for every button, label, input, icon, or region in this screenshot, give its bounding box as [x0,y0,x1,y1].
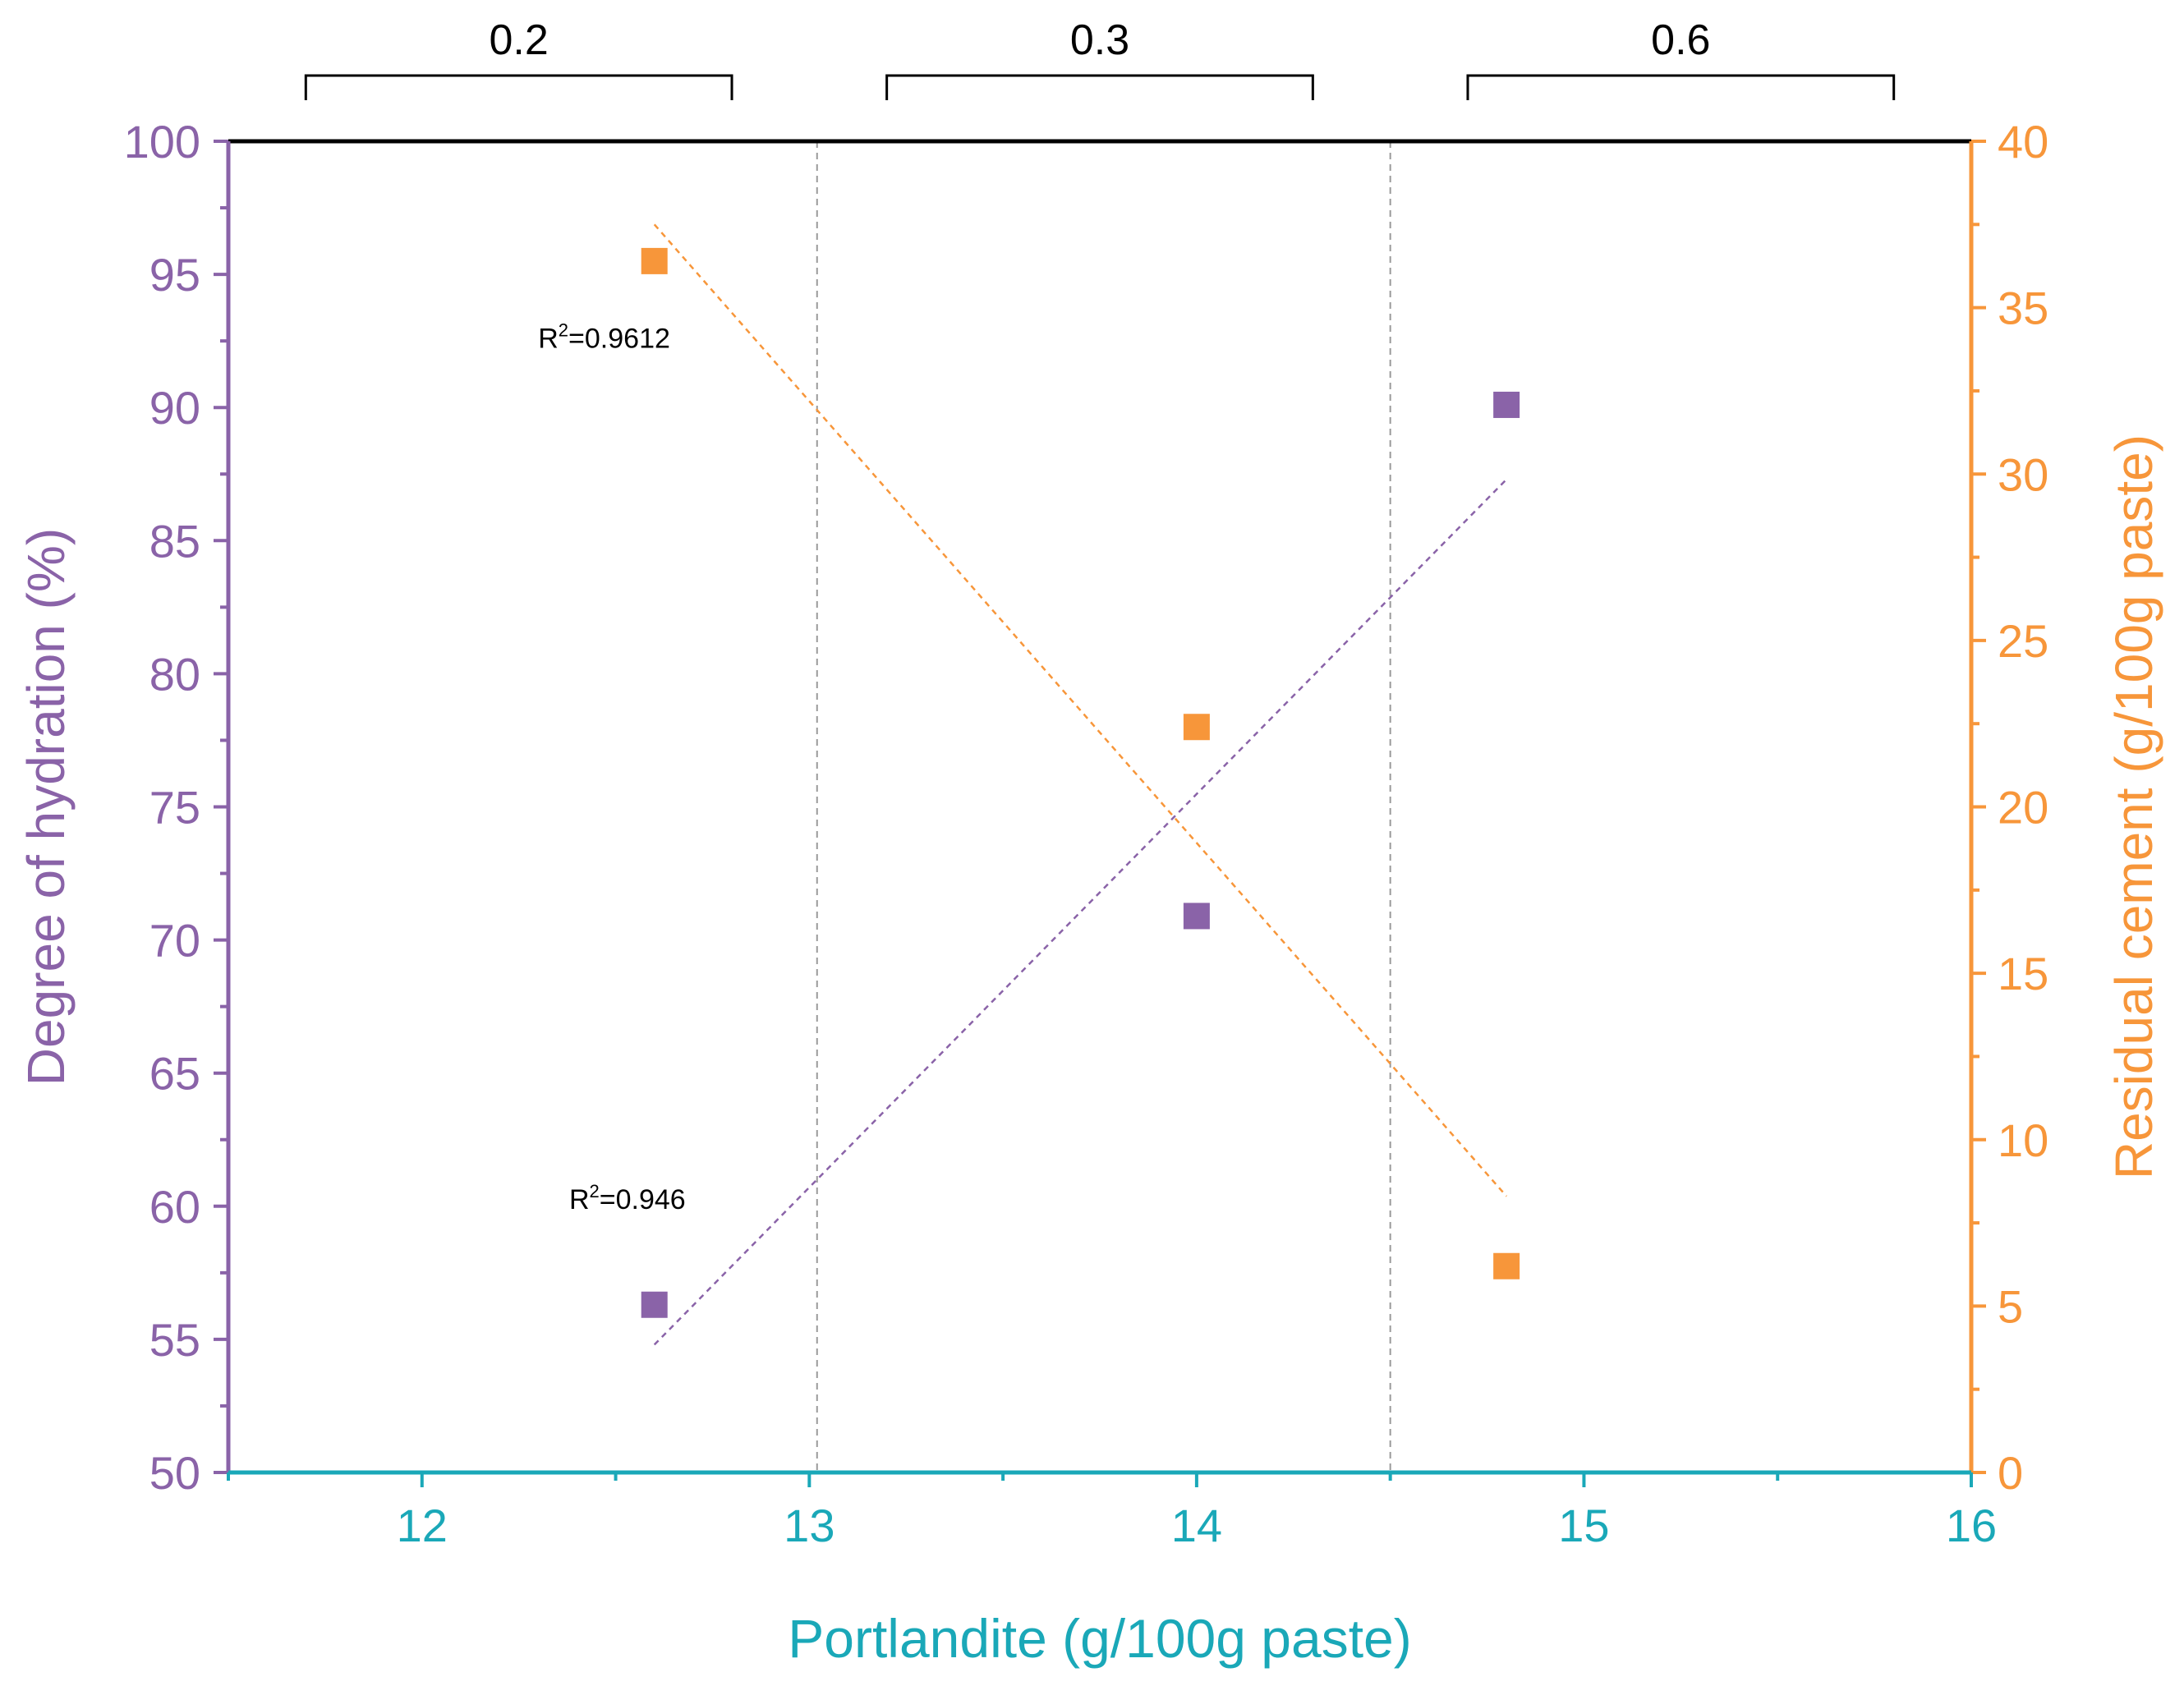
bottom-tick-label: 15 [1558,1500,1609,1551]
right-tick-label: 5 [1998,1280,2023,1332]
right-tick-label: 25 [1998,615,2048,667]
r-squared-label: R2=0.9612 [538,319,670,354]
group-bracket [304,74,733,100]
left-tick-label: 95 [149,249,200,301]
trendline [653,478,1508,1346]
bottom-axis-title: Portlandite (g/100g paste) [788,1608,1411,1669]
label-layer: R2=0.946 R2=0.9612 0.2 0.3 0.6 [304,16,1896,1215]
left-tick-label: 100 [124,116,200,168]
data-point [1183,903,1210,930]
right-tick-label: 20 [1998,782,2048,834]
point-layer [641,247,1520,1318]
right-tick-label: 35 [1998,283,2048,334]
right-tick-label: 15 [1998,948,2048,999]
r-squared-label: R2=0.946 [569,1181,686,1215]
right-tick-label: 40 [1998,116,2048,168]
left-tick-label: 55 [149,1314,200,1366]
left-tick-label: 85 [149,515,200,567]
data-point [1183,714,1210,741]
data-point [641,247,668,274]
left-tick-label: 60 [149,1181,200,1233]
bottom-tick-label: 13 [784,1500,835,1551]
left-axis-title: Degree of hydration (%) [16,528,76,1086]
data-point [1493,1252,1520,1279]
right-tick-label: 30 [1998,448,2048,500]
right-tick-label: 0 [1998,1447,2023,1499]
data-point [641,1291,668,1318]
bottom-tick-label: 16 [1946,1500,1997,1551]
left-tick-label: 65 [149,1048,200,1100]
group-bracket [885,74,1314,100]
divider-layer [816,141,1391,1472]
right-axis-title: Residual cement (g/100g paste) [2104,434,2163,1179]
group-bracket [1466,74,1896,100]
group-label: 0.6 [1651,16,1710,64]
group-label: 0.2 [490,16,549,64]
bottom-tick-label: 12 [397,1500,448,1551]
left-tick-label: 70 [149,915,200,967]
right-tick-label: 10 [1998,1114,2048,1166]
left-tick-label: 75 [149,782,200,834]
data-point [1493,391,1520,418]
left-tick-label: 90 [149,382,200,434]
left-tick-label: 50 [149,1447,200,1499]
trendline-layer [653,223,1508,1346]
trendline [653,223,1508,1197]
left-tick-label: 80 [149,648,200,700]
bottom-tick-label: 14 [1171,1500,1222,1551]
group-label: 0.3 [1070,16,1129,64]
